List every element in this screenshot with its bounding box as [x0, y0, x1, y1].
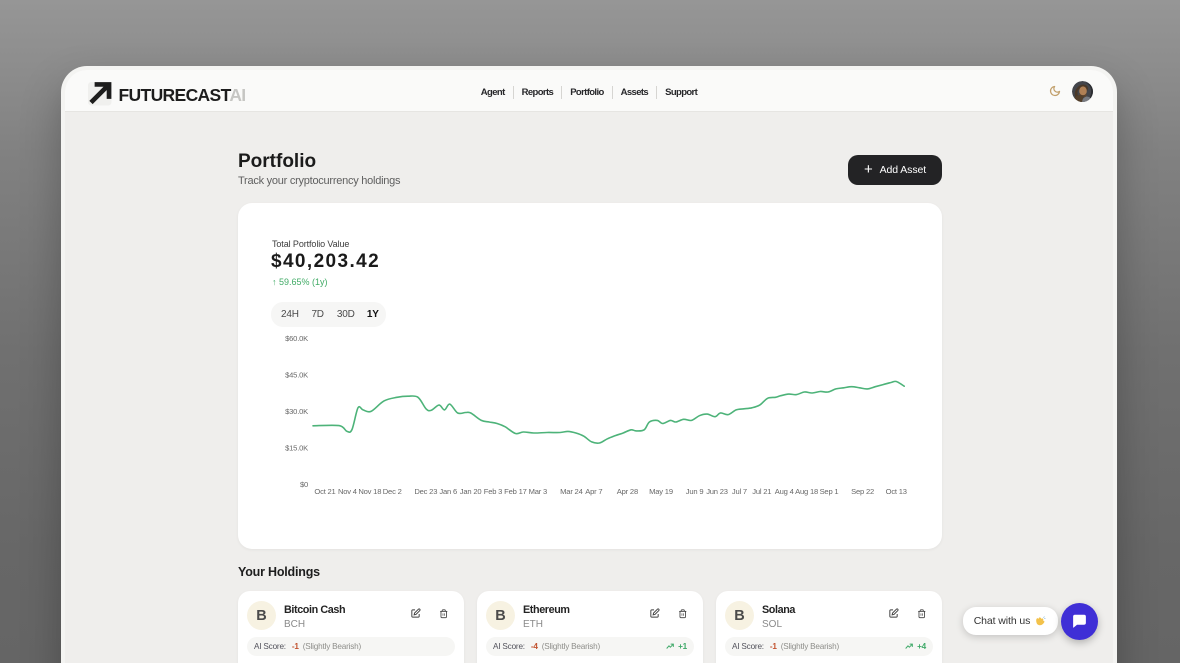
svg-text:Sep 1: Sep 1	[820, 487, 839, 496]
svg-text:May 19: May 19	[649, 487, 673, 496]
svg-text:Nov 18: Nov 18	[358, 487, 381, 496]
svg-text:$45.0K: $45.0K	[285, 371, 308, 380]
svg-text:Aug 18: Aug 18	[795, 487, 818, 496]
svg-text:Sep 22: Sep 22	[851, 487, 874, 496]
svg-text:Feb 17: Feb 17	[504, 487, 526, 496]
svg-text:Jul 21: Jul 21	[752, 487, 771, 496]
svg-text:Dec 23: Dec 23	[414, 487, 437, 496]
svg-text:$15.0K: $15.0K	[285, 444, 308, 453]
svg-text:Mar 24: Mar 24	[560, 487, 582, 496]
svg-text:Jun 23: Jun 23	[706, 487, 728, 496]
svg-text:Jul 7: Jul 7	[732, 487, 747, 496]
svg-text:$60.0K: $60.0K	[285, 334, 308, 343]
svg-text:Apr 7: Apr 7	[585, 487, 602, 496]
svg-text:$30.0K: $30.0K	[285, 407, 308, 416]
svg-text:Oct 21: Oct 21	[314, 487, 335, 496]
svg-text:Aug 4: Aug 4	[775, 487, 794, 496]
svg-text:Nov 4: Nov 4	[338, 487, 357, 496]
svg-text:Oct 13: Oct 13	[886, 487, 907, 496]
svg-text:Jun 9: Jun 9	[686, 487, 704, 496]
svg-text:Apr 28: Apr 28	[617, 487, 638, 496]
svg-text:Mar 3: Mar 3	[529, 487, 547, 496]
svg-text:Feb 3: Feb 3	[484, 487, 502, 496]
svg-text:Jan 6: Jan 6	[439, 487, 457, 496]
svg-text:Dec 2: Dec 2	[383, 487, 402, 496]
svg-text:Jan 20: Jan 20	[460, 487, 482, 496]
svg-text:$0: $0	[300, 480, 308, 489]
